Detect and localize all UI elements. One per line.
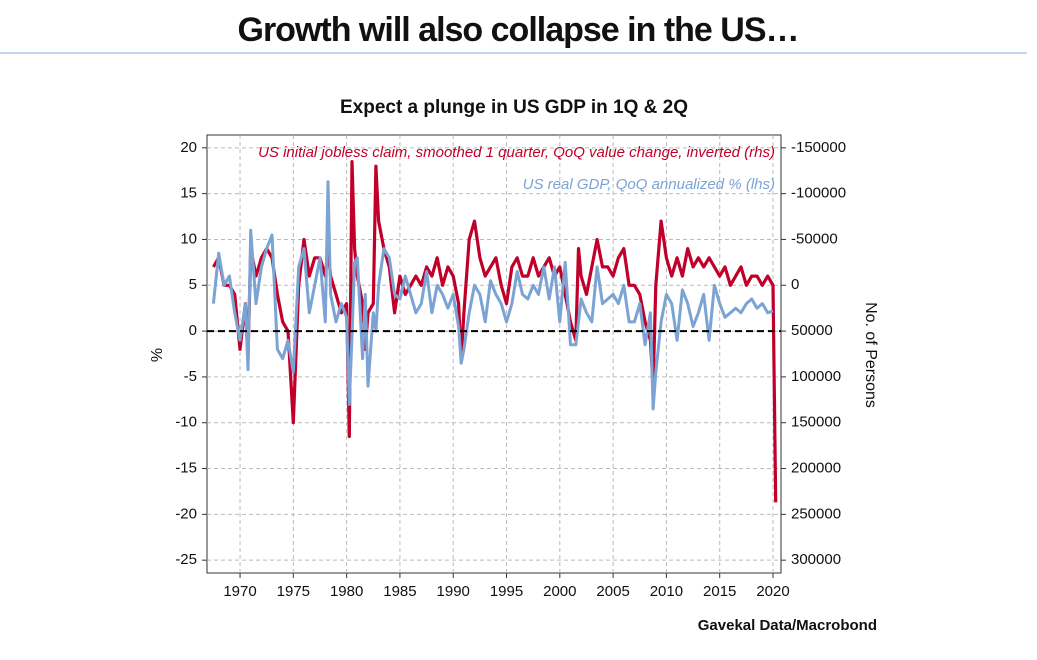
legend-entry: US initial jobless claim, smoothed 1 qua… (258, 144, 775, 161)
series-line (211, 180, 774, 411)
y-tick-label: -15 (175, 460, 197, 477)
legend-entry: US real GDP, QoQ annualized % (lhs) (523, 176, 775, 193)
x-tick-label: 1975 (277, 583, 310, 600)
page-title: Growth will also collapse in the US… (238, 11, 799, 49)
y2-tick-label: 300000 (791, 551, 841, 568)
x-tick-label: 2020 (756, 583, 789, 600)
series-line (212, 160, 778, 503)
y-tick-label: -5 (184, 368, 197, 385)
x-tick-label: 1970 (223, 583, 256, 600)
y-tick-label: 10 (180, 230, 197, 247)
y2-tick-label: 150000 (791, 414, 841, 431)
x-tick-label: 1980 (330, 583, 363, 600)
y2-tick-label: 100000 (791, 368, 841, 385)
y2-tick-label: 50000 (791, 322, 833, 339)
x-tick-label: 2005 (596, 583, 629, 600)
y-tick-label: 20 (180, 139, 197, 156)
source: Gavekal Data/Macrobond (698, 617, 877, 634)
y2-axis-label: No. of Persons (862, 302, 879, 408)
y-tick-label: 15 (180, 185, 197, 202)
plot-frame (206, 134, 782, 574)
y2-tick-label: 0 (791, 276, 799, 293)
y2-tick-label: -50000 (791, 230, 838, 247)
y2-tick-label: 200000 (791, 460, 841, 477)
x-tick-label: 1995 (490, 583, 523, 600)
x-tick-label: 1985 (383, 583, 416, 600)
y2-tick-label: -100000 (791, 185, 846, 202)
x-tick-label: 1990 (437, 583, 470, 600)
y-tick-label: -25 (175, 551, 197, 568)
y2-tick-label: -150000 (791, 139, 846, 156)
y2-tick-label: 250000 (791, 505, 841, 522)
y-tick-label: -10 (175, 414, 197, 431)
x-tick-label: 2015 (703, 583, 736, 600)
y-tick-label: -20 (175, 505, 197, 522)
chart-title: Expect a plunge in US GDP in 1Q & 2Q (340, 97, 688, 118)
y-tick-label: 5 (189, 276, 197, 293)
x-tick-label: 2010 (650, 583, 683, 600)
x-tick-label: 2000 (543, 583, 576, 600)
y-tick-label: 0 (189, 322, 197, 339)
y-axis-label: % (149, 348, 166, 362)
